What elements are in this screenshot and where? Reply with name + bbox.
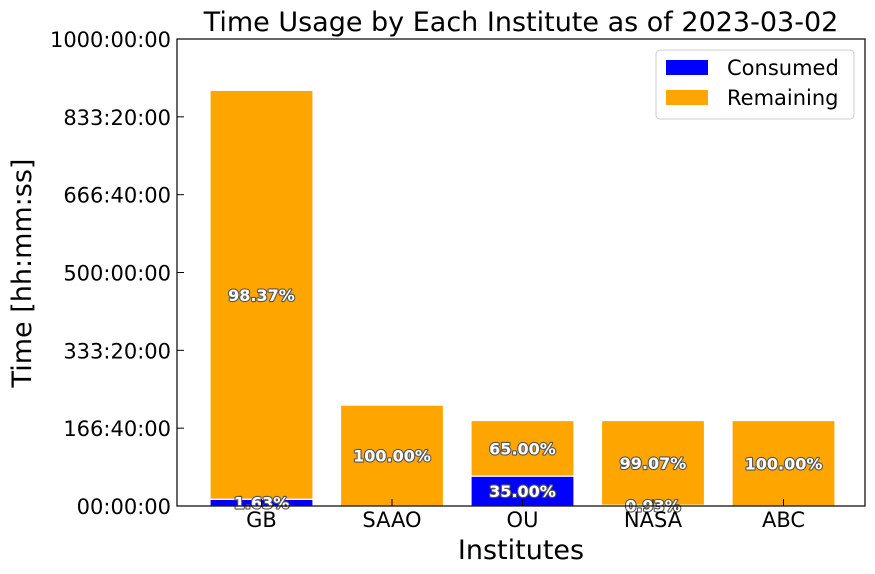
bars-layer: 1.63%98.37%100.00%35.00%65.00%0.93%99.07… bbox=[209, 89, 836, 517]
legend-swatch-consumed bbox=[666, 60, 708, 75]
bar-remaining-abc bbox=[731, 419, 836, 507]
legend-swatch-remaining bbox=[666, 90, 708, 105]
legend-label-remaining: Remaining bbox=[727, 86, 839, 110]
data-label: 35.00% bbox=[489, 482, 556, 501]
y-tick-label: 1000:00:00 bbox=[50, 28, 171, 52]
bar-remaining-nasa bbox=[600, 419, 706, 506]
y-tick-label: 166:40:00 bbox=[63, 417, 171, 441]
x-tick-label: SAAO bbox=[362, 508, 421, 532]
plot-frame bbox=[176, 38, 866, 507]
ticks-layer: 00:00:00 166:40:00 333:20:00 500:00:00 666:4… bbox=[50, 28, 805, 532]
x-tick-label: GB bbox=[246, 508, 277, 532]
x-tick-label: ABC bbox=[762, 508, 805, 532]
data-label: 100.00% bbox=[745, 454, 823, 473]
y-tick-label: 00:00:00 bbox=[77, 495, 171, 519]
bar-remaining-ou bbox=[470, 419, 575, 477]
data-label: 100.00% bbox=[353, 447, 431, 466]
y-tick-label: 666:40:00 bbox=[63, 184, 171, 208]
y-tick-label: 333:20:00 bbox=[63, 339, 171, 363]
x-axis-label: Institutes bbox=[458, 535, 584, 566]
legend: Consumed Remaining bbox=[655, 49, 855, 120]
chart-title: Time Usage by Each Institute as of 2023-… bbox=[203, 7, 839, 38]
y-tick-label: 500:00:00 bbox=[63, 262, 171, 286]
data-label: 98.37% bbox=[228, 286, 295, 305]
legend-label-consumed: Consumed bbox=[727, 56, 839, 80]
x-tick-label: NASA bbox=[624, 508, 683, 532]
bar-remaining-gb bbox=[209, 89, 314, 500]
data-label: 99.07% bbox=[620, 454, 687, 473]
y-axis-label: Time [hh:mm:ss] bbox=[7, 159, 38, 389]
y-tick-label: 833:20:00 bbox=[63, 106, 171, 130]
data-label: 65.00% bbox=[489, 439, 556, 458]
x-tick-label: OU bbox=[507, 508, 539, 532]
